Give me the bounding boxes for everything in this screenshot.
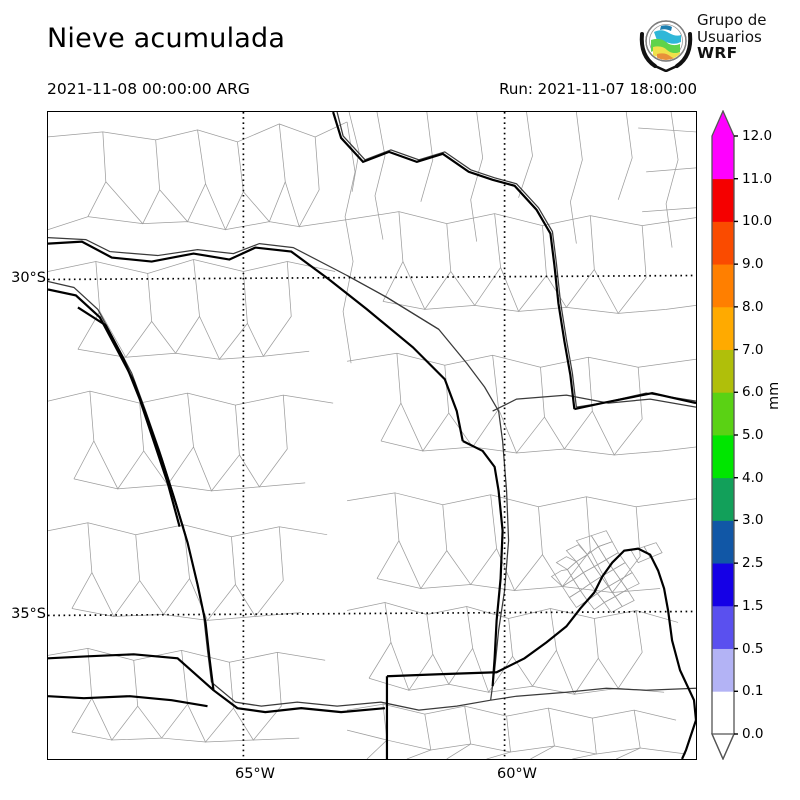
colorbar-tick-label: 8.0 xyxy=(742,298,764,315)
colorbar-tick-label: 0.1 xyxy=(742,683,764,700)
lon-tick-65w: 65°W xyxy=(234,766,276,782)
colorbar-band xyxy=(712,435,734,479)
logo-line-2: Usuarios xyxy=(697,27,762,46)
colorbar-band xyxy=(712,477,734,521)
colorbar-tick-label: 9.0 xyxy=(742,256,764,273)
globe-seal-icon xyxy=(637,14,695,73)
run-time-label: Run: 2021-11-07 18:00:00 xyxy=(499,80,697,98)
colorbar-over-arrow xyxy=(712,111,734,136)
colorbar-under-arrow xyxy=(711,733,735,760)
colorbar-tick-label: 4.0 xyxy=(742,469,764,486)
colorbar-band xyxy=(712,392,734,436)
colorbar-band xyxy=(712,563,734,607)
logo: Grupo de Usuarios WRF xyxy=(637,12,797,74)
colorbar-unit-label: mm xyxy=(766,381,782,410)
gridline-lat-30S xyxy=(48,274,696,281)
lat-tick-30s: 30°S xyxy=(11,270,46,286)
colorbar-swatches xyxy=(711,110,738,760)
map-vector xyxy=(48,112,696,759)
graticule-gridlines xyxy=(48,112,696,759)
colorbar-tick-label: 2.5 xyxy=(742,555,764,572)
logo-line-3: WRF xyxy=(697,44,738,62)
colorbar-tick-label: 5.0 xyxy=(742,427,764,443)
colorbar-tick-labels: 0.0 0.1 0.5 1.5 2.5 3.0 4.0 5.0 6.0 7.0 8.0 9.0 10.0… xyxy=(742,110,788,760)
colorbar-band xyxy=(712,178,734,222)
colorbar-band xyxy=(712,264,734,308)
colorbar-tick-label: 0.5 xyxy=(742,640,764,657)
logo-text: Grupo de Usuarios WRF xyxy=(697,12,797,62)
gridline-lat-35S xyxy=(48,610,696,617)
colorbar-tick-label: 10.0 xyxy=(742,213,773,230)
colorbar-tick-label: 11.0 xyxy=(742,170,773,187)
colorbar-tick-label: 6.0 xyxy=(742,384,764,401)
colorbar-band xyxy=(712,605,734,649)
page-title: Nieve acumulada xyxy=(47,23,286,54)
colorbar-band xyxy=(712,349,734,393)
colorbar-band xyxy=(712,221,734,265)
valid-time-label: 2021-11-08 00:00:00 ARG xyxy=(47,80,250,98)
colorbar-band xyxy=(712,520,734,564)
colorbar-band xyxy=(712,648,734,692)
colorbar-tick-label: 0.0 xyxy=(742,726,764,742)
department-boundaries xyxy=(48,112,696,759)
colorbar-tick-label: 3.0 xyxy=(742,512,764,529)
colorbar-tick-label: 7.0 xyxy=(742,341,764,358)
colorbar[interactable] xyxy=(710,110,738,760)
colorbar-tick-label: 12.0 xyxy=(742,128,773,144)
lon-tick-60w: 60°W xyxy=(496,766,538,782)
colorbar-band xyxy=(712,691,734,735)
colorbar-band xyxy=(712,136,734,180)
lat-tick-35s: 35°S xyxy=(11,606,46,622)
country-borders xyxy=(48,112,696,759)
map-canvas[interactable] xyxy=(47,111,697,760)
colorbar-band xyxy=(712,306,734,350)
colorbar-tick-label: 1.5 xyxy=(742,597,764,614)
logo-line-1: Grupo de xyxy=(697,11,767,29)
